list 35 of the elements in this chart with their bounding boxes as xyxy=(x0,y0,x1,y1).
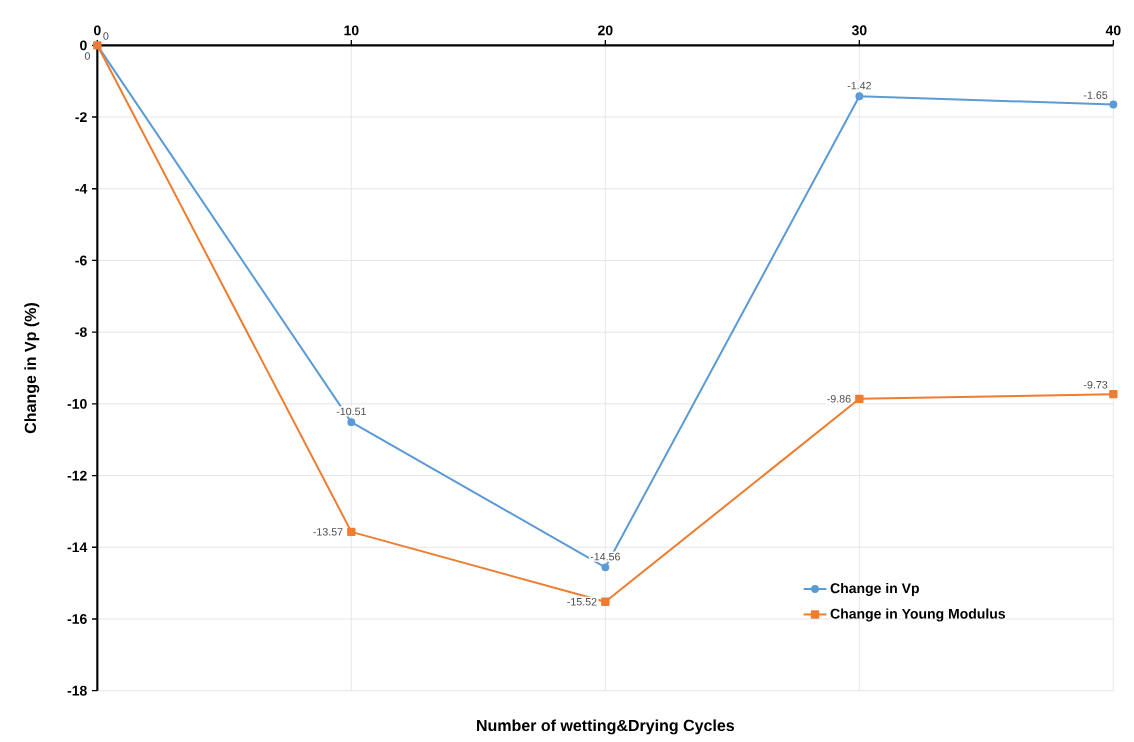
y-tick-label: -4 xyxy=(75,183,88,194)
y-tick-label: -14 xyxy=(67,542,88,553)
y-axis-title: Change in Vp (%) xyxy=(24,303,40,434)
x-tick-label: 20 xyxy=(598,25,613,36)
data-label: -10.51 xyxy=(336,407,366,416)
y-tick-label: -12 xyxy=(67,470,87,481)
x-tick-label: 40 xyxy=(1105,25,1121,36)
data-label: -1.42 xyxy=(847,81,871,90)
y-tick-label: -10 xyxy=(67,398,87,409)
data-label: -14.56 xyxy=(590,552,620,561)
point xyxy=(347,418,356,427)
data-label: -1.65 xyxy=(1083,91,1108,99)
x-axis-title: Number of wetting&Drying Cycles xyxy=(477,719,735,735)
point xyxy=(601,563,610,572)
data-label: -9.86 xyxy=(827,395,851,403)
data-label: -15.52 xyxy=(567,597,597,606)
point xyxy=(1109,389,1118,399)
data-label: -13.57 xyxy=(313,528,343,536)
point xyxy=(855,92,864,101)
y-tick-label: -6 xyxy=(75,255,87,266)
point xyxy=(601,597,610,606)
legend-label: Change in Young Modulus xyxy=(830,608,1006,622)
point xyxy=(347,527,356,537)
point xyxy=(855,394,864,404)
x-tick-label: 0 xyxy=(93,25,101,36)
y-tick-label: 0 xyxy=(80,40,87,51)
x-tick-label: 30 xyxy=(851,25,867,36)
data-label: -9.73 xyxy=(1083,381,1108,389)
x-tick-label: 10 xyxy=(344,25,359,36)
y-tick-label: -2 xyxy=(75,112,87,122)
y-tick-label: -8 xyxy=(75,327,87,338)
point xyxy=(1109,100,1118,109)
y-tick-label: -16 xyxy=(67,614,87,624)
legend-label: Change in Vp xyxy=(830,582,919,597)
y-tick-label: -18 xyxy=(67,685,87,696)
